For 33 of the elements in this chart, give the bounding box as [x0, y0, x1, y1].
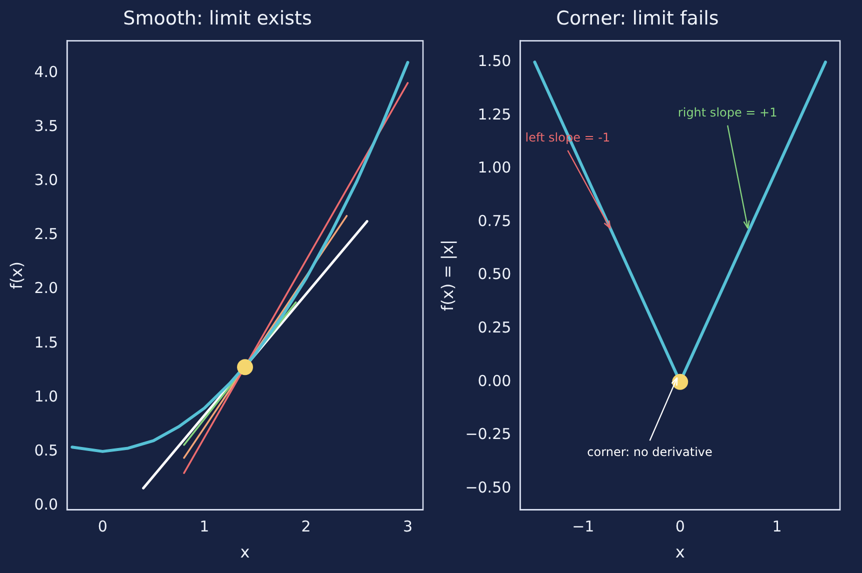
annotation: right slope = +1	[678, 106, 778, 120]
y-axis-title: f(x) = |x|	[438, 240, 457, 312]
x-axis-title: x	[675, 542, 685, 562]
y-tick-label: 2.0	[34, 279, 58, 298]
x-tick-label: 2	[301, 518, 311, 536]
y-tick-label: 0.0	[34, 495, 58, 514]
y-tick-label: 0.50	[478, 265, 512, 284]
y-tick-label: 3.5	[34, 117, 58, 136]
y-tick-label: 1.00	[478, 158, 512, 177]
x-tick-label: 1	[200, 518, 210, 536]
y-tick-label: −0.25	[465, 425, 512, 444]
y-tick-label: 1.25	[478, 105, 512, 124]
x-tick-label: 0	[675, 518, 685, 536]
y-tick-label: 2.5	[34, 225, 58, 244]
y-tick-label: 0.25	[478, 318, 512, 336]
y-tick-label: 4.0	[34, 63, 58, 82]
x-tick-label: 3	[402, 518, 413, 536]
y-tick-label: 1.5	[34, 333, 58, 352]
y-tick-label: −0.50	[465, 478, 512, 496]
y-tick-label: 0.00	[478, 372, 512, 390]
annotation: corner: no derivative	[587, 444, 712, 459]
chart-title: Smooth: limit exists	[123, 7, 312, 30]
x-tick-label: −1	[572, 518, 594, 536]
x-tick-label: 1	[772, 518, 782, 536]
chart-title: Corner: limit fails	[556, 7, 719, 30]
y-tick-label: 1.50	[478, 52, 512, 70]
y-tick-label: 0.5	[34, 441, 58, 460]
y-tick-label: 0.75	[478, 212, 512, 230]
x-tick-label: 0	[98, 518, 108, 536]
x-axis-title: x	[240, 542, 250, 562]
y-tick-label: 1.0	[34, 387, 58, 406]
y-axis-title: f(x)	[6, 262, 26, 290]
y-tick-label: 3.0	[34, 171, 58, 190]
